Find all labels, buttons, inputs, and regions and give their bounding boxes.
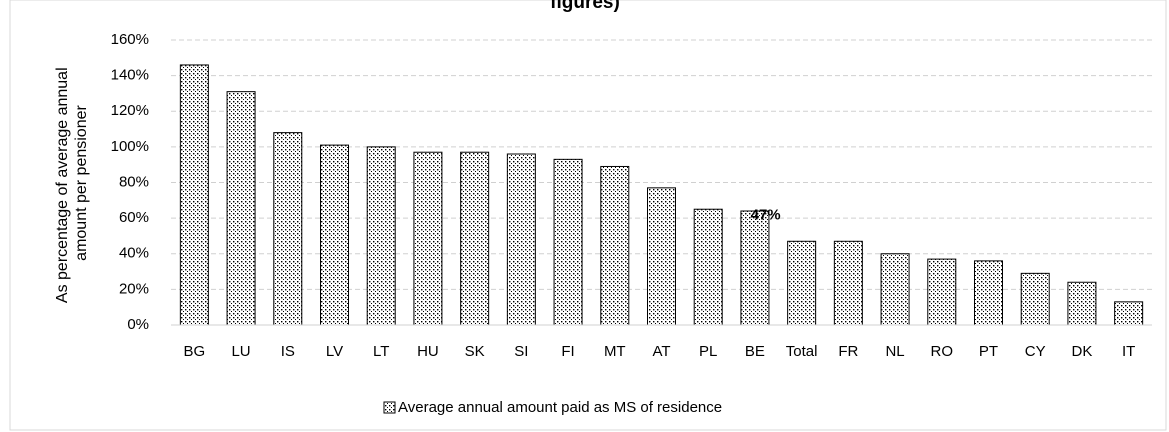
legend-swatch xyxy=(383,401,396,414)
bar xyxy=(600,165,630,326)
y-axis-label-line: As percentage of average annual xyxy=(54,67,71,303)
bar xyxy=(1067,281,1097,326)
bar xyxy=(320,144,349,326)
x-tick-label: MT xyxy=(604,343,626,360)
y-tick-label: 20% xyxy=(119,280,149,297)
bar xyxy=(787,240,817,326)
y-tick-label: 140% xyxy=(111,67,149,84)
chart-title: figures) xyxy=(550,0,620,13)
x-tick-label: NL xyxy=(885,343,904,360)
y-axis-label: As percentage of average annual amount p… xyxy=(54,63,90,303)
x-tick-label: PT xyxy=(979,343,998,360)
x-tick-label: HU xyxy=(417,343,439,360)
x-tick-label: IS xyxy=(281,343,295,360)
bar xyxy=(1114,301,1144,326)
bar xyxy=(880,253,910,326)
data-label: 47% xyxy=(751,206,781,223)
bar xyxy=(179,64,209,326)
bar xyxy=(833,240,863,326)
x-tick-label: DK xyxy=(1072,343,1093,360)
bar xyxy=(740,210,770,326)
x-tick-label: LT xyxy=(373,343,389,360)
x-tick-label: RO xyxy=(931,343,954,360)
x-tick-label: LV xyxy=(326,343,343,360)
bar xyxy=(460,151,490,326)
bar xyxy=(693,208,723,326)
x-tick-label: BE xyxy=(745,343,765,360)
bar xyxy=(366,146,396,326)
y-tick-label: 160% xyxy=(111,31,149,48)
bar xyxy=(553,158,583,326)
y-tick-label: 120% xyxy=(111,102,149,119)
y-tick-label: 100% xyxy=(111,138,149,155)
bar xyxy=(647,187,676,326)
x-tick-label: CY xyxy=(1025,343,1046,360)
bar xyxy=(927,258,957,326)
bar xyxy=(273,132,303,326)
x-tick-label: AT xyxy=(652,343,670,360)
y-tick-label: 0% xyxy=(127,316,149,333)
x-tick-label: Total xyxy=(786,343,818,360)
legend-label: Average annual amount paid as MS of resi… xyxy=(398,399,722,416)
x-tick-label: PL xyxy=(699,343,717,360)
y-tick-label: 60% xyxy=(119,209,149,226)
bar xyxy=(226,91,256,326)
x-tick-label: SI xyxy=(514,343,528,360)
y-tick-label: 80% xyxy=(119,173,149,190)
x-tick-label: SK xyxy=(465,343,485,360)
x-tick-label: LU xyxy=(231,343,250,360)
x-tick-label: FR xyxy=(838,343,858,360)
bar xyxy=(1020,272,1050,326)
x-tick-label: BG xyxy=(184,343,206,360)
bar xyxy=(506,153,536,326)
x-tick-label: IT xyxy=(1122,343,1135,360)
bar xyxy=(413,151,443,326)
chart-frame xyxy=(9,0,1167,431)
bar xyxy=(974,260,1003,326)
x-tick-label: FI xyxy=(561,343,574,360)
y-tick-label: 40% xyxy=(119,245,149,262)
y-axis-label-line: amount per pensioner xyxy=(73,105,90,261)
